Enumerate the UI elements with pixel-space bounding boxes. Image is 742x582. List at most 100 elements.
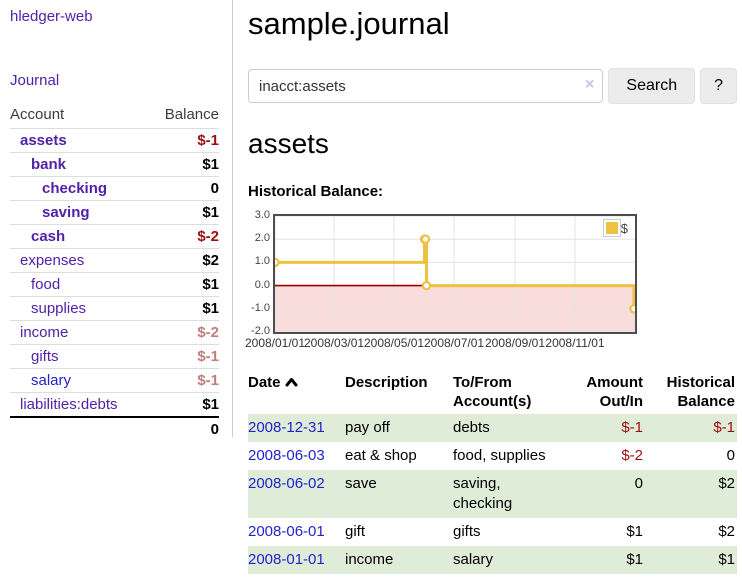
account-balance: 0 (148, 176, 219, 201)
account-row: salary $-1 (10, 368, 219, 393)
transaction-balance: $-1 (713, 419, 735, 436)
y-axis-tick-label: 2.0 (254, 232, 270, 245)
account-balance: $1 (148, 272, 219, 297)
register-header-balance: Historical Balance (666, 374, 735, 410)
table-row: 2008-06-01 gift gifts $1 $2 (248, 518, 737, 546)
account-link[interactable]: bank (31, 156, 67, 173)
account-row: liabilities:debts $1 (10, 392, 219, 417)
accounts-total-balance: 0 (148, 416, 219, 441)
account-link[interactable]: cash (31, 228, 66, 245)
y-axis-tick-label: -1.0 (251, 301, 270, 314)
accounts-table: Account Balance assets $-1 bank $1 checking 0… (10, 103, 219, 441)
transaction-accounts: saving, checking (453, 475, 513, 512)
account-link[interactable]: income (20, 324, 69, 341)
transaction-date-link[interactable]: 2008-01-01 (248, 551, 325, 568)
register-header-amount: Amount Out/In (586, 374, 643, 410)
account-link[interactable]: gifts (31, 348, 59, 365)
table-row: 2008-06-02 save saving, checking 0 $2 (248, 470, 737, 518)
account-balance: $1 (148, 200, 219, 225)
chart-label: Historical Balance: (248, 183, 384, 200)
search-button[interactable]: Search (608, 68, 696, 104)
transaction-accounts: gifts (453, 523, 481, 540)
account-row: income $-2 (10, 320, 219, 345)
account-link[interactable]: liabilities:debts (20, 396, 118, 413)
table-row: 2008-01-01 income salary $1 $1 (248, 546, 737, 574)
table-row: 2008-06-03 eat & shop food, supplies $-2 0 (248, 442, 737, 470)
y-axis-tick-label: -2.0 (251, 325, 270, 337)
transaction-amount: $-2 (621, 447, 643, 464)
x-axis-tick-label: 2008/11/01 (545, 336, 605, 350)
spacer (10, 416, 149, 441)
transaction-balance: $2 (718, 475, 735, 492)
transaction-date-link[interactable]: 2008-12-31 (248, 419, 325, 436)
x-axis-tick-label: 2008/07/01 (423, 336, 485, 350)
table-row: 2008-12-31 pay off debts $-1 $-1 (248, 414, 737, 442)
chart-plot-area: $ (270, 214, 639, 334)
account-balance: $1 (148, 296, 219, 321)
page-title: sample.journal (248, 6, 450, 41)
transaction-accounts: debts (453, 419, 490, 436)
transaction-date-link[interactable]: 2008-06-01 (248, 523, 325, 540)
account-link[interactable]: saving (42, 204, 90, 221)
account-row: assets $-1 (10, 128, 219, 153)
account-balance: $-2 (148, 224, 219, 249)
register-table: Date Description To/From Account(s) Amou… (248, 370, 737, 574)
account-link[interactable]: assets (20, 132, 67, 149)
chart-canvas (270, 215, 639, 333)
y-axis-tick-label: 0.0 (254, 278, 270, 291)
transaction-date-link[interactable]: 2008-06-03 (248, 447, 325, 464)
register-header-date: Date (248, 370, 345, 414)
balance-chart: $ 3.0 2.0 1.0 0.0 -1.0 -2.0 2008/01/01 2008/03/… (245, 206, 688, 358)
account-row: bank $1 (10, 152, 219, 177)
transaction-amount: $-1 (621, 419, 643, 436)
account-link[interactable]: checking (42, 180, 108, 197)
y-axis-tick-label: 3.0 (254, 209, 270, 221)
chart-legend: $ (603, 220, 628, 236)
clear-search-icon[interactable]: × (585, 76, 595, 93)
account-row: supplies $1 (10, 296, 219, 321)
search-form: × Search ? (248, 68, 737, 104)
account-balance: $-2 (148, 320, 219, 345)
app-brand-link[interactable]: hledger-web (10, 8, 93, 25)
transaction-description: eat & shop (345, 447, 417, 464)
account-link[interactable]: salary (31, 372, 72, 389)
account-row: cash $-2 (10, 224, 219, 249)
register-header-description: Description (345, 374, 428, 391)
accounts-header-account: Account (10, 106, 65, 123)
account-balance: $-1 (148, 368, 219, 393)
account-link[interactable]: food (31, 276, 61, 293)
x-axis-tick-label: 2008/01/01 (244, 336, 306, 350)
account-balance: $1 (148, 392, 219, 417)
main-content: sample.journal × Search ? assets Histori… (245, 0, 737, 574)
transaction-accounts: salary (453, 551, 494, 568)
transaction-balance: $2 (718, 523, 735, 540)
register-header-accounts: To/From Account(s) (453, 374, 532, 410)
y-axis-tick-label: 1.0 (254, 255, 270, 268)
transaction-description: income (345, 551, 394, 568)
help-button[interactable]: ? (700, 68, 737, 104)
x-axis-tick-label: 2008/03/01 (303, 336, 365, 350)
account-row: saving $1 (10, 200, 219, 225)
account-row: expenses $2 (10, 248, 219, 273)
account-balance: $-1 (148, 344, 219, 369)
account-row: checking 0 (10, 176, 219, 201)
account-link[interactable]: expenses (20, 252, 85, 269)
transaction-amount: 0 (634, 475, 643, 492)
transaction-description: gift (345, 523, 366, 540)
search-input[interactable] (248, 69, 604, 103)
x-axis-tick-label: 2008/09/01 (484, 336, 546, 350)
transaction-accounts: food, supplies (453, 447, 546, 464)
sidebar: hledger-web Journal Account Balance asse… (0, 0, 233, 441)
sidebar-item-journal[interactable]: Journal (10, 72, 60, 89)
transaction-description: pay off (345, 419, 390, 436)
account-balance: $-1 (148, 128, 219, 153)
transaction-balance: 0 (726, 447, 735, 464)
transaction-date-link[interactable]: 2008-06-02 (248, 475, 325, 492)
search-input-wrap: × (248, 69, 604, 104)
account-balance: $2 (148, 248, 219, 273)
legend-label: $ (620, 220, 628, 236)
account-link[interactable]: supplies (31, 300, 87, 317)
sort-ascending-icon (285, 378, 298, 387)
account-row: food $1 (10, 272, 219, 297)
transaction-description: save (345, 475, 377, 492)
